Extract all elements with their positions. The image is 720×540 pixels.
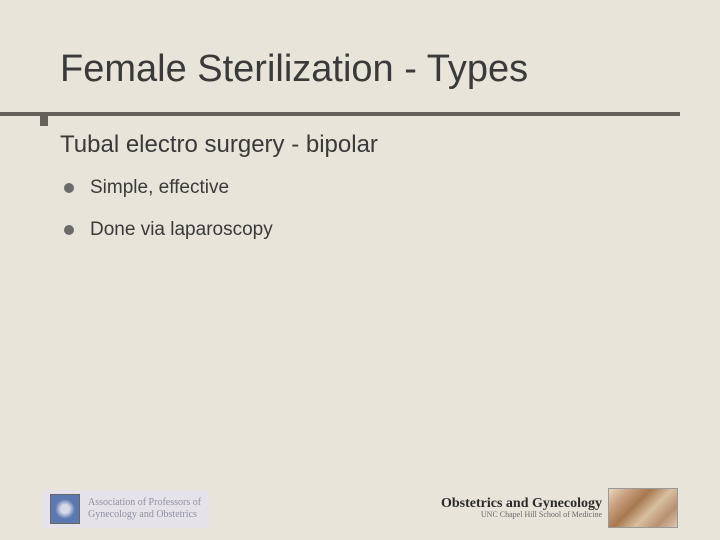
department-text: Obstetrics and Gynecology UNC Chapel Hil… [441, 496, 602, 520]
footer-right-logo: Obstetrics and Gynecology UNC Chapel Hil… [441, 488, 678, 528]
slide-title: Female Sterilization - Types [60, 48, 660, 91]
slide-footer: Association of Professors of Gynecology … [0, 476, 720, 528]
footer-left-logo: Association of Professors of Gynecology … [42, 490, 209, 528]
bullet-icon [64, 225, 74, 235]
association-line2: Gynecology and Obstetrics [88, 509, 201, 521]
slide-subheading: Tubal electro surgery - bipolar [60, 131, 660, 159]
department-subtitle: UNC Chapel Hill School of Medicine [441, 511, 602, 520]
slide: Female Sterilization - Types Tubal elect… [0, 0, 720, 540]
bullet-text: Simple, effective [90, 177, 229, 199]
bullet-list: Simple, effective Done via laparoscopy [60, 177, 660, 241]
bullet-icon [64, 183, 74, 193]
title-accent-tick [40, 116, 48, 126]
department-title: Obstetrics and Gynecology [441, 496, 602, 511]
bullet-text: Done via laparoscopy [90, 219, 273, 241]
footer-photo [608, 488, 678, 528]
list-item: Done via laparoscopy [60, 219, 660, 241]
title-underline [0, 112, 680, 116]
crest-icon [50, 494, 80, 524]
association-text: Association of Professors of Gynecology … [88, 497, 201, 521]
crest-inner-icon [55, 499, 75, 519]
list-item: Simple, effective [60, 177, 660, 199]
association-line1: Association of Professors of [88, 497, 201, 509]
